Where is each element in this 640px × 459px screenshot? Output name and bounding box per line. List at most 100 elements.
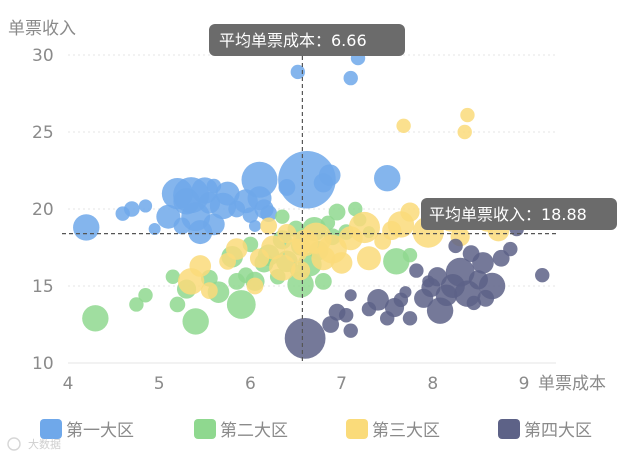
x-tick-label: 9	[519, 374, 530, 394]
data-point-series-4	[344, 289, 357, 302]
x-tick-label: 5	[154, 374, 165, 394]
data-point-series-1	[343, 70, 358, 86]
data-point-series-2	[82, 305, 109, 332]
x-tick-label: 4	[63, 374, 74, 394]
data-point-series-1	[242, 207, 259, 223]
data-point-series-3	[330, 252, 353, 274]
data-point-series-4	[448, 238, 463, 254]
data-point-series-1	[73, 214, 100, 241]
data-point-series-2	[314, 272, 332, 290]
legend-label: 第三大区	[372, 421, 440, 441]
data-point-series-4	[338, 308, 354, 323]
data-point-series-2	[182, 308, 209, 335]
legend: 第一大区 第二大区 第三大区 第四大区	[40, 419, 592, 441]
data-point-series-1	[206, 178, 222, 194]
legend-label: 第四大区	[524, 421, 592, 441]
x-axis-title: 单票成本	[538, 374, 606, 394]
data-point-series-1	[138, 199, 153, 213]
data-point-series-4	[399, 286, 412, 299]
watermark: 大数据	[7, 437, 61, 451]
data-point-series-2	[138, 288, 153, 303]
data-point-series-4	[535, 268, 550, 283]
legend-label: 第二大区	[220, 421, 288, 441]
data-point-series-3	[261, 235, 286, 260]
watermark-text: 大数据	[28, 437, 61, 451]
data-point-series-1	[260, 205, 278, 223]
data-point-series-4	[466, 295, 482, 311]
x-ticks: 4 5 6 7 8 9	[63, 374, 530, 394]
data-point-series-1	[173, 217, 191, 235]
y-ticks: 10 15 20 25 30	[32, 46, 54, 374]
data-point-series-3	[348, 211, 380, 244]
data-point-series-1	[248, 219, 261, 232]
data-point-series-3	[460, 107, 475, 123]
legend-item-2[interactable]: 第二大区	[194, 419, 288, 441]
data-point-series-1	[203, 213, 225, 236]
legend-item-3[interactable]: 第三大区	[346, 419, 440, 441]
data-point-series-2	[328, 203, 346, 221]
data-point-series-2	[287, 271, 314, 298]
data-point-series-4	[322, 316, 340, 333]
mean-x-callout: 平均单票成本：6.66	[209, 24, 405, 56]
data-point-series-3	[260, 217, 278, 235]
x-tick-label: 8	[427, 374, 438, 394]
data-point-series-4	[343, 323, 358, 338]
mean-x-callout-label: 平均单票成本：6.66	[219, 31, 367, 50]
data-point-series-4	[422, 275, 435, 288]
legend-swatch	[498, 419, 520, 439]
data-point-series-2	[402, 248, 418, 263]
legend-swatch	[40, 419, 62, 439]
data-points	[73, 50, 550, 359]
data-point-series-2	[275, 209, 290, 224]
mean-lines	[62, 56, 556, 363]
legend-swatch	[346, 419, 368, 439]
mean-y-callout: 平均单票收入：18.88	[421, 198, 617, 230]
legend-item-1[interactable]: 第一大区	[40, 419, 134, 441]
data-point-series-1	[241, 161, 278, 198]
y-tick-label: 15	[32, 277, 54, 297]
data-point-series-4	[445, 257, 475, 287]
data-point-series-1	[278, 150, 336, 209]
data-point-series-2	[165, 269, 181, 284]
legend-swatch	[194, 419, 216, 439]
data-point-series-1	[215, 181, 240, 206]
data-point-series-2	[226, 290, 256, 319]
data-point-series-4	[472, 252, 494, 274]
data-point-series-3	[290, 261, 311, 281]
data-point-series-4	[284, 317, 326, 359]
data-point-series-3	[225, 238, 248, 260]
legend-item-4[interactable]: 第四大区	[498, 419, 592, 441]
data-point-series-3	[400, 202, 420, 222]
data-point-series-3	[200, 282, 218, 300]
data-point-series-2	[348, 201, 363, 217]
data-point-series-2	[169, 296, 186, 313]
data-point-series-3	[269, 254, 296, 281]
data-point-series-1	[318, 164, 341, 186]
mean-x-callout-box	[209, 24, 405, 56]
data-point-series-3	[396, 118, 411, 134]
x-tick-label: 7	[336, 374, 347, 394]
y-tick-label: 25	[32, 123, 54, 143]
mean-y-callout-label: 平均单票收入：18.88	[429, 205, 587, 224]
data-point-series-3	[189, 255, 212, 277]
y-tick-label: 10	[32, 354, 54, 374]
y-tick-label: 30	[32, 46, 54, 66]
legend-label: 第一大区	[66, 421, 134, 441]
y-axis-title: 单票收入	[8, 19, 76, 39]
data-point-series-1	[148, 223, 161, 236]
data-point-series-1	[124, 201, 140, 217]
data-point-series-3	[457, 124, 472, 140]
data-point-series-1	[374, 165, 401, 192]
data-point-series-3	[246, 277, 264, 295]
data-point-series-4	[409, 263, 424, 278]
data-point-series-4	[367, 289, 389, 311]
watermark-logo-icon	[7, 437, 21, 451]
x-tick-label: 6	[245, 374, 256, 394]
data-point-series-4	[503, 241, 518, 257]
y-tick-label: 20	[32, 200, 54, 220]
data-point-series-1	[290, 64, 306, 80]
mean-y-callout-box	[421, 198, 617, 230]
data-point-series-3	[356, 246, 381, 271]
data-point-series-4	[402, 311, 418, 326]
